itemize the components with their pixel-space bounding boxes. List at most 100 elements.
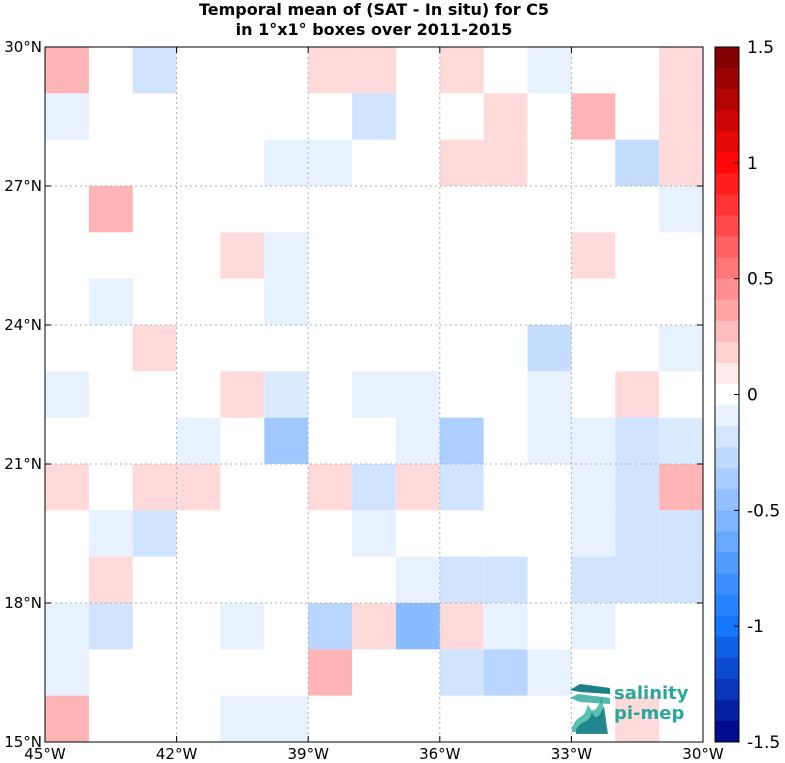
heatmap-cell: [45, 603, 89, 650]
heatmap-cell: [659, 325, 703, 372]
colorbar-bin: [715, 47, 739, 69]
colorbar-bin: [715, 552, 739, 575]
heatmap-cell: [571, 510, 616, 557]
logo-text-pi-mep: pi-mep: [614, 703, 685, 724]
chart-title: Temporal mean of (SAT - In situ) for C5 …: [45, 0, 703, 40]
colorbar-bin: [715, 299, 739, 322]
heatmap-cell: [439, 603, 484, 650]
colorbar-bin: [715, 636, 739, 659]
chart-title-line-1: Temporal mean of (SAT - In situ) for C5: [198, 0, 550, 19]
heatmap-cell: [659, 464, 703, 511]
y-tick-label: 15°N: [4, 733, 42, 751]
colorbar-bin: [715, 320, 739, 343]
heatmap-cell: [264, 695, 309, 742]
heatmap-cell: [483, 603, 528, 650]
heatmap-cell: [615, 417, 660, 464]
colorbar-bin: [715, 489, 739, 511]
heatmap-cell: [659, 139, 703, 186]
x-tick-label: 42°W: [156, 745, 198, 763]
logo-text-salinity: salinity: [614, 683, 689, 704]
heatmap-cell: [88, 510, 133, 557]
heatmap-cell: [483, 649, 528, 696]
heatmap-cell: [395, 417, 440, 464]
heatmap-cell: [45, 371, 89, 418]
y-tick-label: 18°N: [4, 594, 42, 612]
salinity-pi-mep-logo: salinity pi-mep: [570, 682, 695, 734]
x-tick-label: 30°W: [682, 745, 724, 763]
colorbar-bin: [715, 405, 739, 427]
colorbar-bin: [715, 152, 739, 174]
heatmap-cell: [527, 417, 572, 464]
colorbar-bin: [715, 510, 739, 532]
heatmap-cell: [220, 371, 265, 418]
colorbar-bin: [715, 89, 739, 111]
heatmap-cell: [352, 464, 396, 511]
colorbar-bin: [715, 594, 739, 617]
heatmap-cell: [483, 139, 528, 186]
heatmap-cell: [88, 186, 133, 233]
heatmap-cell: [659, 510, 703, 557]
colorbar-tick-label: -0.5: [747, 501, 780, 521]
heatmap-cell: [615, 695, 660, 742]
heatmap-cell: [308, 139, 353, 186]
heatmap-cell: [571, 417, 616, 464]
colorbar-tick-label: 0.5: [747, 270, 774, 290]
heatmap-cell: [571, 232, 616, 279]
heatmap-cell: [352, 371, 396, 418]
heatmap-cell: [527, 47, 572, 94]
grid-lines: [45, 47, 703, 742]
heatmap-cell: [439, 417, 484, 464]
y-tick-label: 27°N: [4, 177, 42, 195]
heatmap-cell: [45, 47, 89, 94]
axis-ticks: 45°W 42°W 39°W 36°W 33°W 30°W 15°N 18°N 21°N 24°N…: [4, 38, 724, 763]
heatmap-cells: [45, 47, 703, 742]
y-tick-label: 24°N: [4, 316, 42, 334]
colorbar-bin: [715, 383, 739, 406]
colorbar-bin: [715, 194, 739, 216]
heatmap-cell: [483, 93, 528, 140]
chart-title-line-2: in 1°x1° boxes over 2011-2015: [235, 20, 513, 39]
colorbar-bin: [715, 573, 739, 596]
heatmap-cell: [132, 510, 177, 557]
heatmap-cell: [439, 464, 484, 511]
colorbar-bin: [715, 426, 739, 448]
heatmap-cell: [220, 695, 265, 742]
heatmap-cell: [176, 417, 221, 464]
x-tick-label: 39°W: [287, 745, 329, 763]
heatmap-cell: [615, 464, 660, 511]
heatmap-cell: [308, 464, 353, 511]
colorbar-bin: [715, 257, 739, 280]
colorbar-bin: [715, 68, 739, 90]
colorbar-bin: [715, 131, 739, 153]
heatmap-cell: [439, 139, 484, 186]
heatmap-cell: [308, 47, 353, 94]
heatmap-cell: [352, 93, 396, 140]
heatmap-cell: [395, 464, 440, 511]
colorbar: -1.5 -1 -0.5 0 0.5 1 1.5: [714, 38, 780, 753]
heatmap-cell: [45, 695, 89, 742]
colorbar-bin: [715, 447, 739, 469]
heatmap-cell: [308, 649, 353, 696]
colorbar-bin: [715, 110, 739, 132]
heatmap-cell: [571, 603, 616, 650]
heatmap-cell: [659, 47, 703, 94]
heatmap-cell: [615, 139, 660, 186]
heatmap-cell: [527, 371, 572, 418]
heatmap-cell: [571, 556, 616, 603]
heatmap-cell: [659, 556, 703, 603]
colorbar-bin: [715, 468, 739, 490]
heatmap-cell: [264, 139, 309, 186]
heatmap-cell: [264, 278, 309, 325]
x-tick-label: 36°W: [419, 745, 461, 763]
heatmap-cell: [176, 464, 221, 511]
heatmap-cell: [132, 325, 177, 372]
colorbar-bin: [715, 615, 739, 638]
x-tick-label: 33°W: [551, 745, 593, 763]
colorbar-bin: [715, 531, 739, 553]
heatmap-cell: [352, 603, 396, 650]
x-tick-label: 45°W: [24, 745, 66, 763]
heatmap-cell: [659, 186, 703, 233]
colorbar-bin: [715, 720, 739, 743]
y-tick-label: 30°N: [4, 38, 42, 56]
